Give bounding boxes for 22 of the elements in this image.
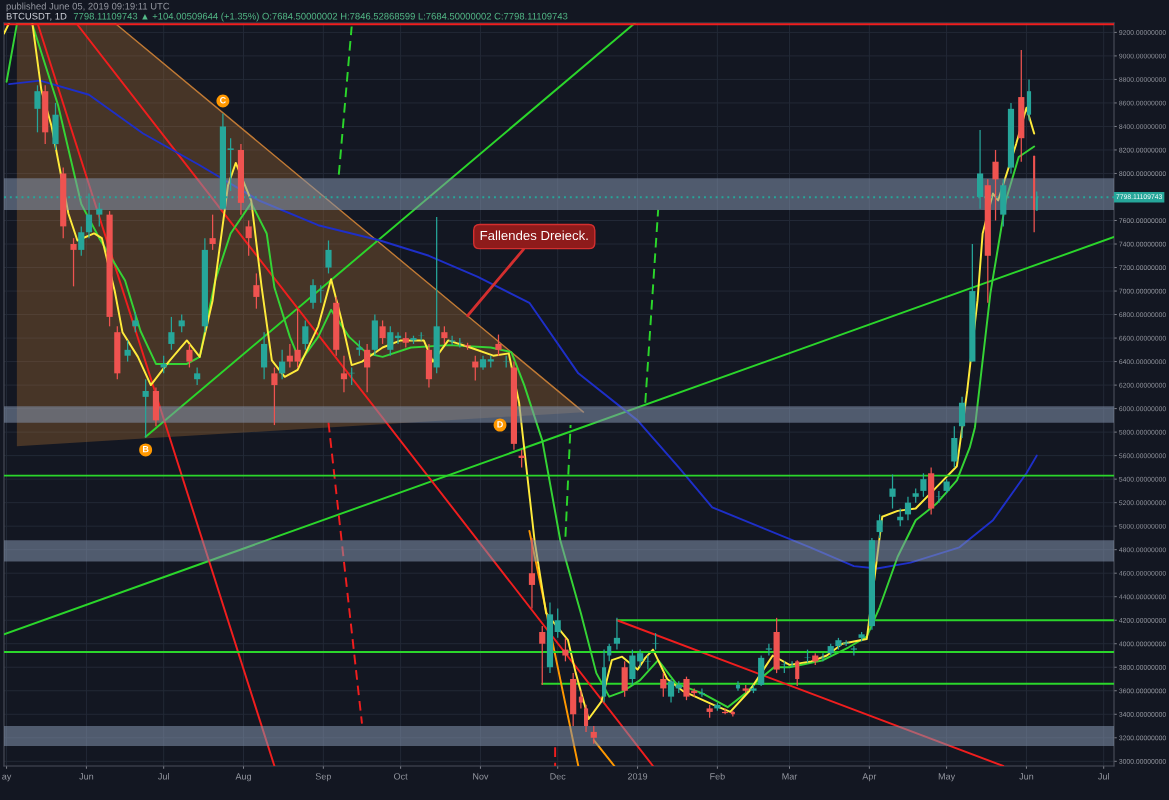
annotation: D bbox=[497, 421, 503, 428]
x-tick-label: ay bbox=[2, 774, 12, 782]
chart-subtitle: 7798.11109743 ▲ +104.00509644 (+1.35%) O:7684.50000002 H:7846.52868599 L:7684.50000002 C:7798.11109743 bbox=[73, 12, 568, 22]
x-tick-label: May bbox=[938, 773, 956, 782]
x-tick-label: Oct bbox=[394, 773, 408, 780]
x-tick-label: Dec bbox=[550, 773, 566, 780]
x-tick-label: Feb bbox=[710, 772, 725, 780]
annotation: B bbox=[142, 446, 149, 453]
x-tick-label: Jun bbox=[1019, 773, 1034, 780]
x-tick-label: Jul bbox=[1098, 772, 1109, 780]
x-tick-label: 2019 bbox=[627, 773, 648, 780]
chart-title: BTCUSDT, 1D bbox=[6, 12, 67, 21]
x-tick-label: Jun bbox=[79, 773, 94, 780]
x-tick-label: Nov bbox=[473, 773, 489, 780]
annotation: Fallendes Dreieck. bbox=[480, 230, 588, 241]
x-tick-label: Aug bbox=[235, 773, 251, 782]
x-tick-label: Apr bbox=[862, 773, 877, 782]
text: published June 05, 2019 09:19:11 UTC bbox=[6, 2, 170, 12]
x-tick-label: Sep bbox=[315, 773, 331, 782]
x-tick-label: Mar bbox=[782, 773, 798, 780]
annotation: C bbox=[220, 97, 226, 104]
x-tick-label: Jul bbox=[158, 772, 169, 780]
